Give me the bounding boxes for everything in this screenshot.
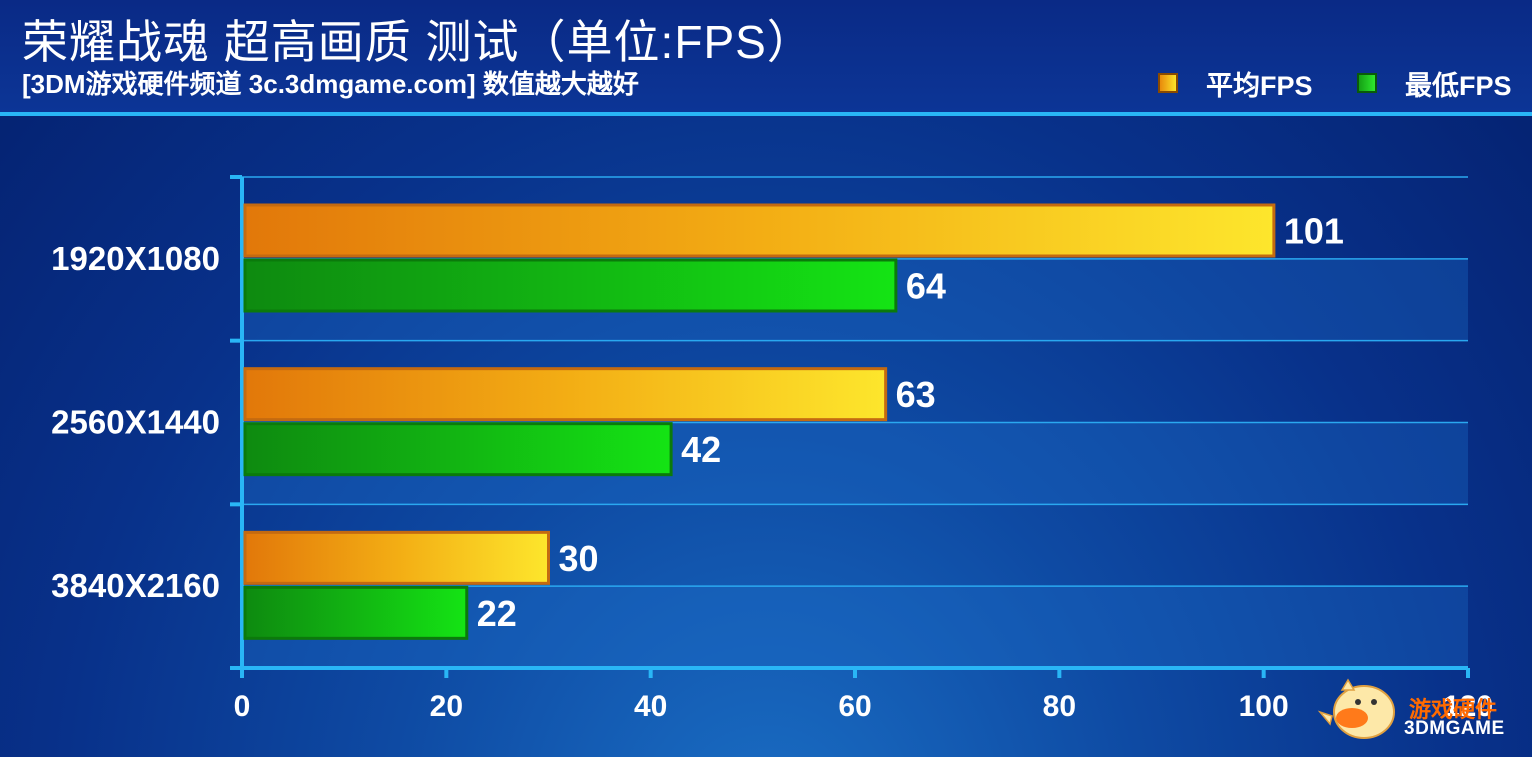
legend-swatch-avg: [1158, 73, 1178, 93]
bar-min-fps: [243, 422, 673, 477]
x-tick-label: 20: [430, 690, 463, 723]
x-tick-label: 80: [1043, 690, 1076, 723]
data-label: 64: [906, 266, 946, 307]
data-label: 63: [896, 374, 936, 415]
bar-avg-fps: [243, 530, 550, 585]
data-label: 42: [681, 429, 721, 470]
watermark-text-en: 3DMGAME: [1404, 718, 1505, 739]
legend-label-avg: 平均FPS: [1206, 70, 1313, 101]
chart-title: 荣耀战魂 超高画质 测试（单位:FPS）: [22, 16, 814, 68]
legend-item-avg: 平均FPS: [1158, 68, 1313, 101]
x-tick-label: 40: [634, 690, 667, 723]
data-label: 101: [1284, 211, 1344, 252]
watermark-logo: 游戏硬件 3DMGAME: [1312, 672, 1522, 752]
x-tick-label: 60: [838, 690, 871, 723]
axes: 0 20 40 60 80 100 120: [230, 175, 1493, 723]
x-tick-label: 100: [1239, 690, 1289, 723]
header-band: 荣耀战魂 超高画质 测试（单位:FPS） [3DM游戏硬件频道 3c.3dmga…: [0, 0, 1532, 112]
bars: [243, 203, 1276, 640]
category-label: 1920X1080: [51, 240, 220, 277]
x-tick-label: 120: [1443, 690, 1493, 723]
legend-item-min: 最低FPS: [1357, 68, 1512, 101]
bar-min-fps: [243, 258, 898, 313]
legend-label-min: 最低FPS: [1405, 70, 1512, 101]
header-divider: [0, 112, 1532, 116]
bar-avg-fps: [243, 367, 888, 422]
category-label: 3840X2160: [51, 567, 220, 604]
data-label: 22: [477, 593, 517, 634]
x-tick-label: 0: [234, 690, 251, 723]
labels: 1920X1080 101 64 2560X1440 63 42 3840X2160 30 22: [51, 211, 1344, 634]
chick-mascot-icon: [1317, 678, 1395, 739]
data-label: 30: [559, 538, 599, 579]
chart-subtitle: [3DM游戏硬件频道 3c.3dmgame.com] 数值越大越好: [22, 69, 639, 99]
watermark-text-cn: 游戏硬件: [1409, 697, 1498, 722]
bar-min-fps: [243, 585, 469, 640]
category-label: 2560X1440: [51, 404, 220, 441]
bar-avg-fps: [243, 203, 1276, 258]
legend-swatch-min: [1357, 73, 1377, 93]
